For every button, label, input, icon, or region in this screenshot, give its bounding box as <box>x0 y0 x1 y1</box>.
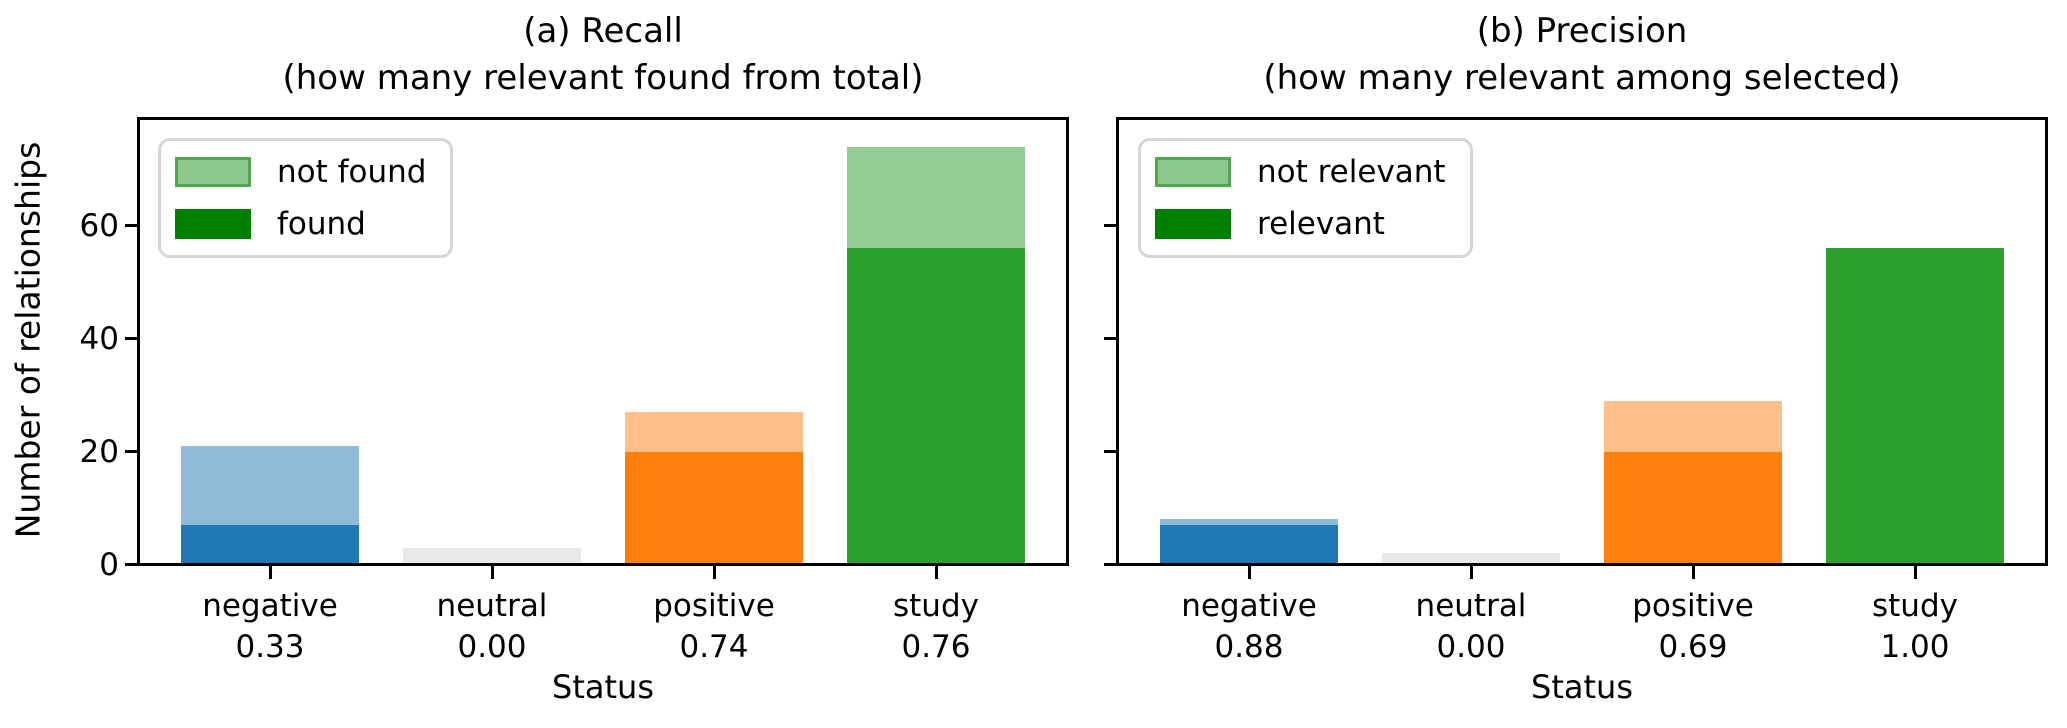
category-name: negative <box>202 588 338 624</box>
category-name: neutral <box>436 588 548 624</box>
recall-title: (a) Recall (how many relevant found from… <box>137 8 1069 102</box>
recall-title-line1: (a) Recall <box>523 11 683 51</box>
axes-frame-1 <box>1116 117 2048 566</box>
x-tick-negative <box>268 566 272 579</box>
bar-study-not-found <box>847 146 1025 249</box>
bar-study-relevant <box>1826 248 2004 565</box>
y-tick-0 <box>1104 563 1116 566</box>
x-tick-label-neutral: neutral 0.00 <box>1360 586 1582 668</box>
category-ratio: 0.76 <box>901 629 971 665</box>
x-tick-label-positive: positive 0.74 <box>603 586 825 668</box>
y-tick-20 <box>125 450 137 454</box>
category-name: positive <box>653 588 775 624</box>
y-tick-20 <box>1104 450 1116 454</box>
x-tick-label-study: study 0.76 <box>825 586 1047 668</box>
y-tick-40 <box>125 337 137 341</box>
y-tick-label-20: 20 <box>79 433 119 470</box>
category-ratio: 0.00 <box>1436 629 1506 665</box>
y-tick-60 <box>1104 224 1116 228</box>
x-tick-positive <box>1691 566 1695 579</box>
category-name: study <box>893 588 979 624</box>
bar-positive-not-found <box>625 412 803 452</box>
bar-neutral-not-found <box>403 547 581 565</box>
category-name: neutral <box>1415 588 1527 624</box>
precision-title: (b) Precision (how many relevant among s… <box>1116 8 2048 102</box>
x-tick-study <box>1913 566 1917 579</box>
category-name: positive <box>1632 588 1754 624</box>
x-tick-label-negative: negative 0.33 <box>159 586 381 668</box>
x-tick-positive <box>712 566 716 579</box>
y-tick-label-0: 0 <box>99 546 119 583</box>
recall-x-axis-label: Status <box>552 668 654 706</box>
y-tick-label-40: 40 <box>79 320 119 357</box>
bar-positive-relevant <box>1604 451 1782 565</box>
category-name: negative <box>1181 588 1317 624</box>
bar-negative-relevant <box>1160 524 1338 565</box>
x-tick-label-positive: positive 0.69 <box>1582 586 1804 668</box>
bar-study-found <box>847 248 1025 565</box>
bar-negative-not-relevant <box>1160 519 1338 525</box>
category-ratio: 0.69 <box>1658 629 1728 665</box>
recall-title-line2: (how many relevant found from total) <box>282 58 924 98</box>
x-tick-negative <box>1247 566 1251 579</box>
y-tick-40 <box>1104 337 1116 341</box>
y-tick-label-60: 60 <box>79 207 119 244</box>
x-tick-label-study: study 1.00 <box>1804 586 2026 668</box>
y-tick-0 <box>125 563 137 566</box>
bar-negative-found <box>181 524 359 565</box>
y-tick-60 <box>125 224 137 228</box>
bar-positive-not-relevant <box>1604 400 1782 452</box>
category-ratio: 0.74 <box>679 629 749 665</box>
bar-positive-found <box>625 451 803 565</box>
axes-frame-0 <box>137 117 1069 566</box>
x-tick-label-neutral: neutral 0.00 <box>381 586 603 668</box>
x-tick-label-negative: negative 0.88 <box>1138 586 1360 668</box>
precision-title-line2: (how many relevant among selected) <box>1263 58 1901 98</box>
x-tick-study <box>934 566 938 579</box>
category-ratio: 0.00 <box>457 629 527 665</box>
category-ratio: 0.33 <box>235 629 305 665</box>
x-tick-neutral <box>1469 566 1473 579</box>
bar-neutral-not-relevant <box>1382 553 1560 565</box>
category-ratio: 1.00 <box>1880 629 1950 665</box>
category-ratio: 0.88 <box>1214 629 1284 665</box>
category-name: study <box>1872 588 1958 624</box>
precision-x-axis-label: Status <box>1531 668 1633 706</box>
bar-negative-not-found <box>181 445 359 525</box>
precision-title-line1: (b) Precision <box>1476 11 1688 51</box>
x-tick-neutral <box>490 566 494 579</box>
